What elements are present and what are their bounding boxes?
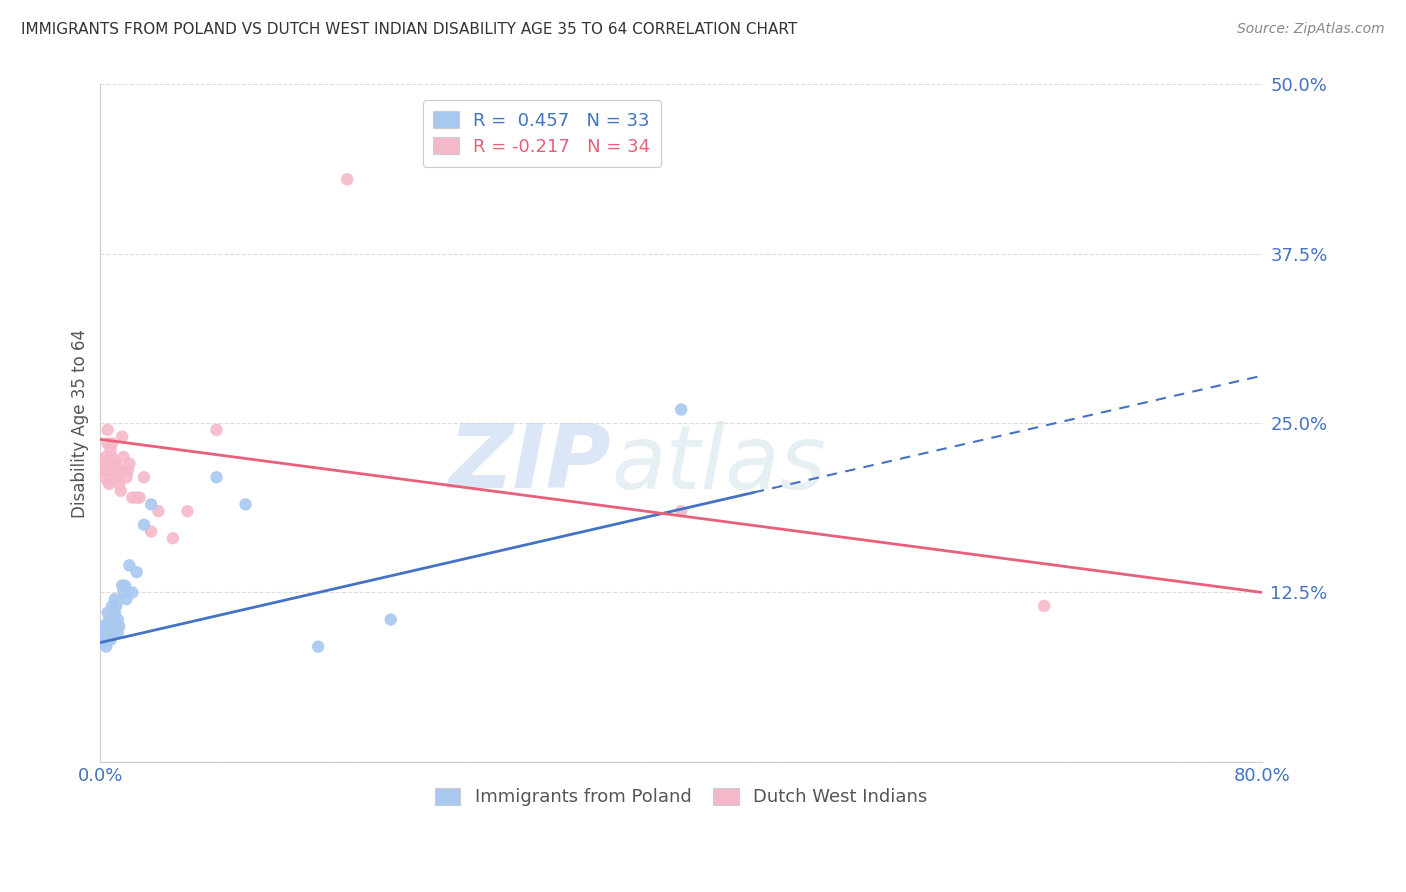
Point [91, 457, 114, 471]
Point [98, 463, 121, 477]
Point [669, 402, 692, 417]
Point [105, 599, 128, 613]
Point [336, 172, 359, 186]
Point [103, 463, 125, 477]
Point [103, 626, 125, 640]
Point [98, 613, 121, 627]
Point [128, 491, 150, 505]
Point [205, 470, 228, 484]
Point [112, 450, 135, 464]
Point [176, 504, 198, 518]
Point [108, 477, 131, 491]
Y-axis label: Disability Age 35 to 64: Disability Age 35 to 64 [72, 328, 89, 517]
Point [105, 470, 128, 484]
Point [114, 579, 136, 593]
Point [101, 436, 124, 450]
Point [97, 436, 120, 450]
Legend: Immigrants from Poland, Dutch West Indians: Immigrants from Poland, Dutch West India… [427, 780, 935, 814]
Point [118, 558, 141, 573]
Point [100, 619, 122, 633]
Point [110, 483, 132, 498]
Point [104, 606, 127, 620]
Text: IMMIGRANTS FROM POLAND VS DUTCH WEST INDIAN DISABILITY AGE 35 TO 64 CORRELATION : IMMIGRANTS FROM POLAND VS DUTCH WEST IND… [21, 22, 797, 37]
Point [669, 504, 692, 518]
Point [115, 470, 138, 484]
Point [111, 579, 134, 593]
Point [98, 626, 121, 640]
Point [205, 423, 228, 437]
Point [107, 626, 129, 640]
Point [125, 565, 148, 579]
Point [101, 599, 124, 613]
Point [307, 640, 329, 654]
Point [162, 531, 184, 545]
Point [132, 517, 155, 532]
Point [1033, 599, 1056, 613]
Point [112, 585, 135, 599]
Point [121, 491, 143, 505]
Point [132, 470, 155, 484]
Point [121, 585, 143, 599]
Point [100, 443, 122, 458]
Text: Source: ZipAtlas.com: Source: ZipAtlas.com [1237, 22, 1385, 37]
Point [114, 463, 136, 477]
Point [91, 626, 114, 640]
Point [141, 497, 163, 511]
Point [125, 491, 148, 505]
Point [98, 477, 121, 491]
Point [96, 450, 118, 464]
Point [93, 463, 115, 477]
Point [101, 450, 124, 464]
Point [96, 640, 118, 654]
Point [97, 619, 120, 633]
Point [118, 457, 141, 471]
Point [115, 592, 138, 607]
Point [108, 619, 131, 633]
Point [100, 632, 122, 647]
Point [97, 606, 120, 620]
Point [107, 463, 129, 477]
Point [104, 457, 127, 471]
Point [104, 592, 127, 607]
Text: ZIP: ZIP [449, 420, 612, 508]
Point [107, 613, 129, 627]
Text: atlas: atlas [612, 421, 827, 507]
Point [141, 524, 163, 539]
Point [111, 430, 134, 444]
Point [103, 613, 125, 627]
Point [148, 504, 170, 518]
Point [97, 423, 120, 437]
Point [235, 497, 257, 511]
Point [93, 632, 115, 647]
Point [101, 626, 124, 640]
Point [380, 613, 402, 627]
Point [117, 463, 139, 477]
